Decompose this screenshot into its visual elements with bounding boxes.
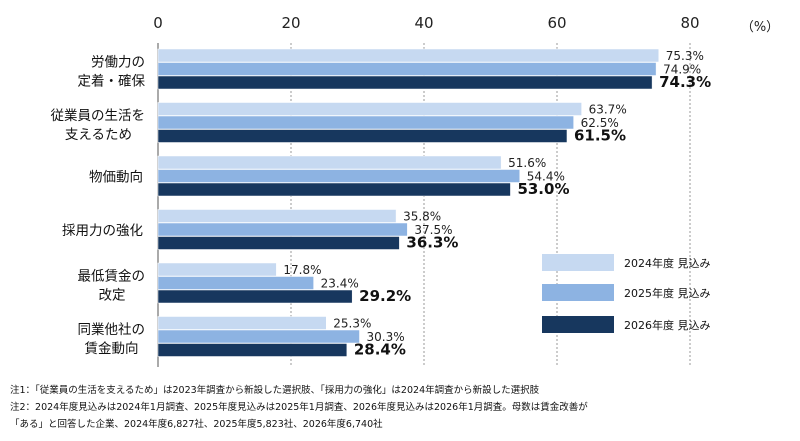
bar-4-2 (157, 289, 353, 304)
x-tick-label-60: 60 (547, 14, 566, 32)
category-label-3: 採用力の強化 (62, 223, 143, 239)
bar-2-2 (157, 182, 511, 197)
legend-swatch-1 (542, 284, 614, 301)
x-tick-label-80: 80 (680, 14, 699, 32)
x-tick-label-20: 20 (281, 14, 300, 32)
bar-1-0 (157, 102, 582, 116)
value-label-1-2: 61.5% (574, 127, 626, 145)
bar-3-2 (157, 236, 400, 250)
value-label-0-0: 75.3% (666, 49, 704, 63)
value-label-3-2: 36.3% (406, 234, 458, 252)
bar-5-1 (157, 329, 360, 344)
value-label-5-2: 28.4% (354, 341, 406, 359)
bar-0-2 (157, 75, 653, 90)
x-tick-label-0: 0 (153, 14, 163, 32)
category-label-4-line-0: 最低賃金の (78, 268, 146, 284)
bar-1-2 (157, 129, 568, 143)
bar-5-2 (157, 343, 348, 357)
bar-5-0 (157, 316, 327, 330)
category-label-1-line-0: 従業員の生活を (51, 108, 146, 124)
legend-label-0: 2024年度 見込み (624, 256, 711, 270)
legend-label-2: 2026年度 見込み (624, 318, 711, 332)
value-label-5-0: 25.3% (333, 317, 371, 331)
bar-0-1 (157, 62, 657, 76)
bar-2-0 (157, 155, 502, 170)
value-label-4-1: 23.4% (321, 277, 359, 291)
value-label-3-0: 35.8% (403, 210, 441, 224)
legend-swatch-0 (542, 254, 614, 271)
note-3: 「ある」と回答した企業、2024年度6,827社、2025年度5,823社、20… (10, 419, 383, 430)
bar-3-1 (157, 222, 408, 237)
value-label-0-2: 74.3% (659, 73, 711, 91)
bar-3-0 (157, 209, 397, 223)
unit-label: （%） (741, 20, 779, 35)
x-tick-label-40: 40 (414, 14, 433, 32)
bar-1-1 (157, 115, 574, 130)
category-label-5-line-0: 同業他社の (78, 322, 146, 338)
value-label-2-2: 53.0% (517, 180, 569, 198)
value-label-4-2: 29.2% (359, 287, 411, 305)
bar-4-0 (157, 262, 277, 277)
value-label-1-1: 62.5% (581, 116, 619, 130)
value-label-2-1: 54.4% (527, 170, 565, 184)
category-label-0-line-1: 定着・確保 (78, 72, 146, 89)
bar-2-1 (157, 169, 521, 183)
category-label-2: 物価動向 (89, 169, 143, 185)
bar-4-1 (157, 276, 314, 290)
value-label-2-0: 51.6% (508, 156, 546, 170)
value-label-1-0: 63.7% (589, 103, 627, 117)
value-label-5-1: 30.3% (366, 330, 404, 344)
legend-label-1: 2025年度 見込み (624, 286, 711, 300)
legend-swatch-2 (542, 316, 614, 333)
value-label-3-1: 37.5% (414, 223, 452, 237)
category-label-1-line-1: 支えるため (65, 127, 132, 143)
category-label-5-line-1: 賃金動向 (85, 341, 139, 357)
value-label-0-1: 74.9% (663, 63, 701, 77)
category-label-4-line-1: 改定 (99, 287, 126, 303)
category-label-0-line-0: 労働力の (91, 54, 145, 70)
note-1: 注1：「従業員の生活を支えるため」は2023年調査から新設した選択肢、「採用力の… (10, 385, 540, 396)
value-label-4-0: 17.8% (283, 263, 321, 277)
bar-0-0 (157, 48, 659, 63)
note-2: 注2：2024年度見込みは2024年1月調査、2025年度見込みは2025年1月… (10, 402, 588, 413)
